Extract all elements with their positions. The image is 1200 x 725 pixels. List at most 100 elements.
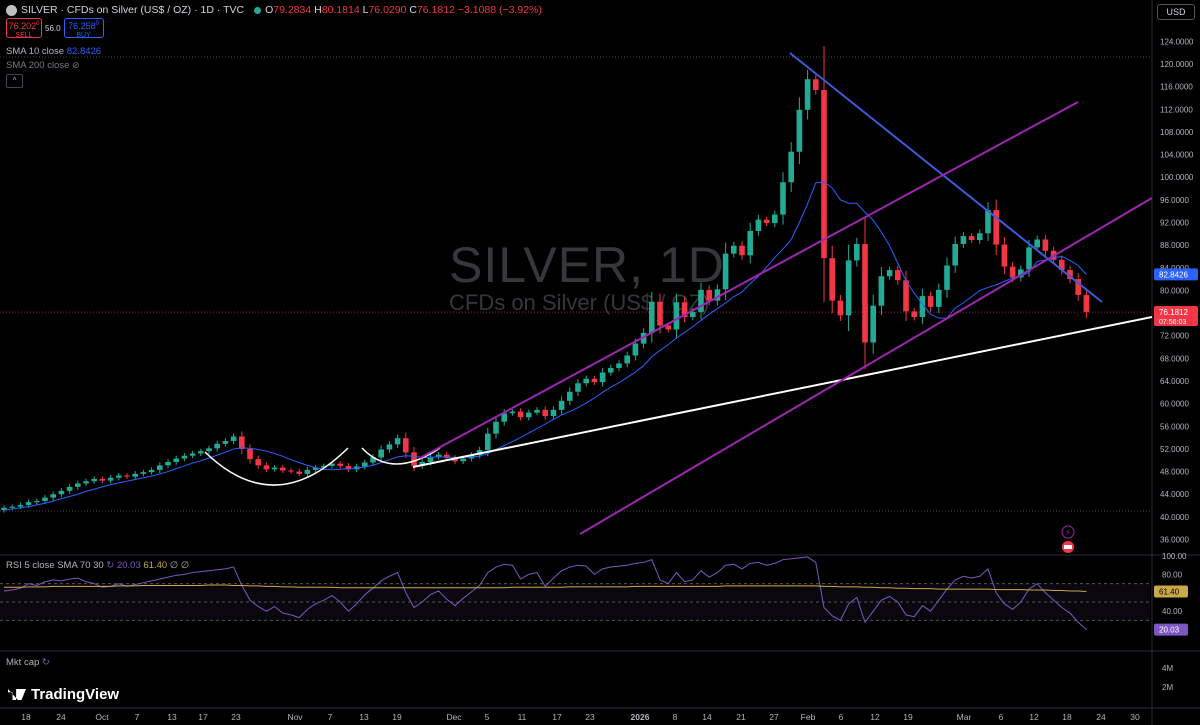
mktcap-tick-label: 2M (1162, 683, 1173, 692)
candle-body (632, 343, 639, 356)
hidden-eye-icon: ⊘ (72, 60, 80, 70)
time-tick-label: 6 (999, 712, 1004, 722)
time-tick-label: 13 (359, 712, 369, 722)
candle-body (91, 478, 97, 482)
price-tick-label: 92.0000 (1160, 218, 1189, 227)
candle-body (362, 462, 368, 467)
candle-body (83, 481, 89, 484)
cup-curve-right (361, 447, 441, 465)
high-label: H (314, 4, 322, 16)
candle-body (206, 448, 212, 452)
sell-price-sup: 0 (36, 21, 40, 27)
candle-body (312, 467, 319, 470)
time-tick-label: 8 (673, 712, 678, 722)
buy-price: 76.258 (68, 21, 96, 31)
rsi-sma-badge (1154, 585, 1188, 598)
close-label: C (409, 4, 417, 16)
candle-body (1001, 244, 1008, 267)
candle-body (706, 289, 712, 301)
candle-body (337, 463, 343, 466)
sell-button[interactable]: 76.2020 SELL (6, 18, 42, 39)
sma10-line (3, 181, 1087, 511)
tradingview-mark-icon (8, 689, 26, 700)
price-tick-label: 108.0000 (1160, 128, 1194, 137)
candle-body (411, 452, 417, 466)
time-tick-label: 24 (56, 712, 66, 722)
mktcap-legend[interactable]: Mkt cap ↻ (6, 657, 50, 668)
candle-body (280, 467, 286, 471)
candle-body (567, 391, 573, 401)
candle-body (1009, 266, 1016, 278)
candle-body (222, 441, 229, 444)
price-tick-label: 84.0000 (1160, 264, 1189, 273)
candle-body (403, 438, 409, 453)
symbol-title[interactable]: SILVER · CFDs on Silver (US$ / OZ) · 1D … (21, 4, 245, 16)
candle-body (821, 90, 827, 259)
candle-body (936, 289, 942, 307)
rsi-sma-line (4, 584, 1087, 593)
candle-body (804, 79, 811, 110)
candle-body (1026, 247, 1032, 270)
price-tick-label: 100.0000 (1160, 173, 1194, 182)
collapse-legend-button[interactable]: ^ (6, 74, 23, 88)
candle-body (304, 469, 311, 474)
support-trendline (412, 316, 1153, 468)
time-tick-label: 24 (1096, 712, 1106, 722)
rsi-value: 20.03 (116, 560, 141, 571)
candle-body (919, 296, 926, 318)
candle-body (591, 378, 598, 383)
candle-body (386, 444, 393, 450)
sma10-legend[interactable]: SMA 10 close 82.8426 (6, 46, 101, 57)
price-tick-label: 60.0000 (1160, 400, 1189, 409)
time-tick-label: Nov (287, 712, 303, 722)
candle-body (107, 477, 114, 481)
candle-body (1083, 294, 1090, 312)
time-tick-label: 18 (1062, 712, 1072, 722)
candle-body (140, 472, 147, 474)
resistance-trendline (789, 52, 1103, 303)
candle-body (665, 325, 671, 330)
rsi-extra-1: ∅ (169, 560, 179, 571)
rsi-badge-label: 20.03 (1159, 626, 1180, 635)
candle-body (649, 301, 655, 333)
time-tick-label: Mar (957, 712, 972, 722)
candle-body (444, 454, 450, 458)
time-tick-label: 13 (167, 712, 177, 722)
candle-body (58, 490, 65, 495)
time-tick-label: 12 (1029, 712, 1039, 722)
price-tick-label: 44.0000 (1160, 490, 1189, 499)
candle-body (1034, 239, 1040, 248)
sma200-legend[interactable]: SMA 200 close ⊘ (6, 60, 80, 71)
time-tick-label: Dec (446, 712, 462, 722)
candle-body (895, 270, 901, 281)
candle-body (968, 236, 975, 241)
low-label: L (362, 4, 369, 16)
last-price-label: 76.1812 (1159, 308, 1188, 317)
tradingview-logo[interactable]: TradingView (8, 686, 119, 703)
rsi-legend[interactable]: RSI 5 close SMA 70 30 ↻ 20.03 61.40 ∅ ∅ (6, 560, 189, 571)
event-lightning-icon (1061, 525, 1075, 539)
price-tick-label: 48.0000 (1160, 468, 1189, 477)
price-tick-label: 96.0000 (1160, 196, 1189, 205)
buy-button[interactable]: 76.2580 BUY (63, 18, 104, 39)
candle-body (960, 236, 967, 244)
time-tick-label: 23 (231, 712, 241, 722)
candle-body (903, 280, 909, 312)
rsi-settings-icon: ↻ (106, 560, 115, 571)
candle-body (296, 471, 302, 474)
price-tick-label: 36.0000 (1160, 536, 1189, 545)
time-tick-label: 14 (702, 712, 712, 722)
cup-curve-left (204, 447, 349, 486)
time-tick-label: 7 (328, 712, 333, 722)
candle-body (780, 182, 786, 215)
open-label: O (265, 4, 274, 16)
candle-body (526, 412, 532, 418)
candle-body (345, 465, 352, 470)
candle-body (878, 276, 885, 306)
close-value: 76.1812 (416, 4, 455, 16)
currency-button[interactable]: USD (1157, 4, 1195, 20)
sma-price-badge (1154, 268, 1198, 281)
candle-body (394, 438, 401, 445)
low-value: 76.0290 (368, 4, 407, 16)
